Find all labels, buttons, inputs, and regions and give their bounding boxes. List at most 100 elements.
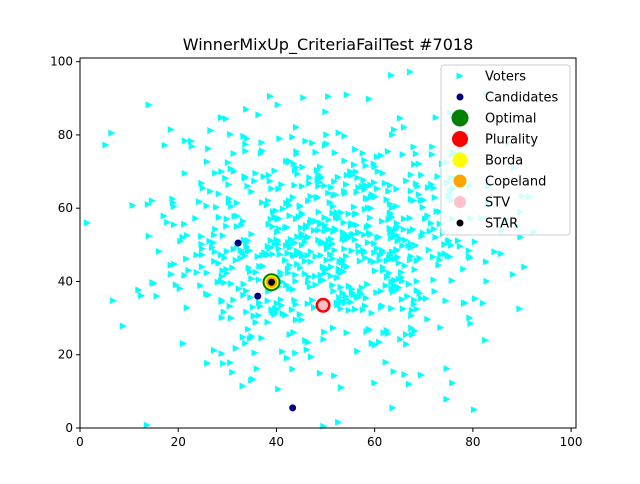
voter-point [390, 368, 398, 376]
voter-point [169, 199, 177, 207]
voter-point [345, 210, 353, 218]
voter-point [482, 258, 490, 266]
voter-point [248, 188, 256, 196]
voter-point [376, 338, 384, 346]
voter-point [181, 137, 189, 145]
voter-point [405, 280, 413, 288]
y-tick-label: 60 [58, 201, 73, 215]
voter-point [367, 193, 375, 201]
winners-layer [262, 273, 331, 313]
voter-point [408, 331, 416, 339]
voter-point [367, 257, 375, 264]
voter-point [343, 181, 350, 188]
voter-point [326, 199, 334, 206]
voter-point [145, 101, 153, 109]
legend-marker-plurality [452, 131, 468, 147]
voter-point [259, 252, 267, 259]
voter-point [410, 143, 418, 151]
voter-point [331, 372, 339, 380]
voter-point [298, 224, 306, 232]
voter-point [303, 222, 311, 230]
voter-point [331, 178, 339, 186]
voter-point [465, 252, 473, 260]
voter-point [304, 233, 312, 241]
voter-point [325, 93, 333, 100]
voter-point [275, 245, 283, 253]
voter-point [210, 231, 218, 239]
voter-point [383, 273, 391, 281]
voter-point [226, 195, 234, 203]
x-tick-label: 20 [171, 435, 186, 449]
voter-point [367, 181, 375, 189]
voter-point [341, 157, 349, 165]
voter-point [435, 261, 443, 269]
voter-point [334, 173, 342, 181]
voter-point [378, 246, 386, 254]
voter-point [355, 293, 363, 301]
voter-point [436, 256, 444, 264]
voter-point [228, 202, 236, 210]
voter-point [419, 203, 427, 211]
voter-point [243, 287, 251, 295]
voter-point [436, 220, 444, 228]
voter-point [292, 215, 300, 223]
voter-point [199, 184, 207, 192]
voter-point [309, 296, 317, 304]
voter-point [211, 248, 219, 256]
voter-point [339, 257, 347, 265]
voter-point [179, 233, 187, 241]
x-tick-label: 40 [269, 435, 284, 449]
voter-point [448, 277, 456, 285]
voter-point [437, 324, 445, 332]
voter-point [298, 230, 306, 238]
voter-point [251, 349, 259, 357]
voter-point [264, 297, 272, 305]
voter-point [445, 237, 453, 244]
voter-point [343, 252, 350, 260]
voter-point [417, 294, 425, 302]
voter-point [192, 214, 200, 222]
voter-point [325, 189, 333, 197]
voter-point [271, 167, 279, 175]
voter-point [288, 306, 296, 314]
voter-point [276, 135, 284, 143]
voter-point [331, 246, 339, 254]
voter-point [350, 203, 358, 211]
voter-point [278, 181, 286, 189]
voter-point [323, 256, 331, 264]
voter-point [252, 268, 260, 276]
voter-point [343, 263, 351, 271]
voter-point [144, 200, 152, 208]
voter-point [304, 338, 312, 346]
voter-point [335, 129, 343, 137]
voter-point [272, 308, 280, 316]
voter-point [393, 247, 401, 255]
voter-point [350, 161, 358, 169]
voter-point [248, 275, 256, 283]
voter-point [399, 305, 407, 313]
voter-point [258, 139, 266, 147]
voter-point [331, 149, 339, 157]
voter-point [333, 299, 341, 307]
voter-point [279, 348, 287, 356]
voter-point [218, 168, 226, 176]
voter-point [311, 304, 319, 312]
voter-point [430, 225, 438, 233]
voter-point [230, 296, 238, 304]
voter-point [327, 272, 335, 280]
voter-point [241, 252, 249, 260]
voter-point [185, 266, 193, 274]
voter-point [229, 264, 237, 272]
voter-point [205, 145, 213, 153]
voter-point [170, 221, 178, 229]
voter-point [172, 281, 180, 289]
voter-point [197, 282, 205, 290]
voter-point [355, 248, 363, 256]
voter-point [243, 105, 250, 113]
voter-point [302, 137, 310, 145]
voter-point [188, 142, 196, 150]
voter-point [276, 250, 284, 258]
legend-label-copeland: Copeland [485, 175, 546, 190]
voter-point [296, 203, 304, 211]
voter-point [286, 331, 294, 338]
